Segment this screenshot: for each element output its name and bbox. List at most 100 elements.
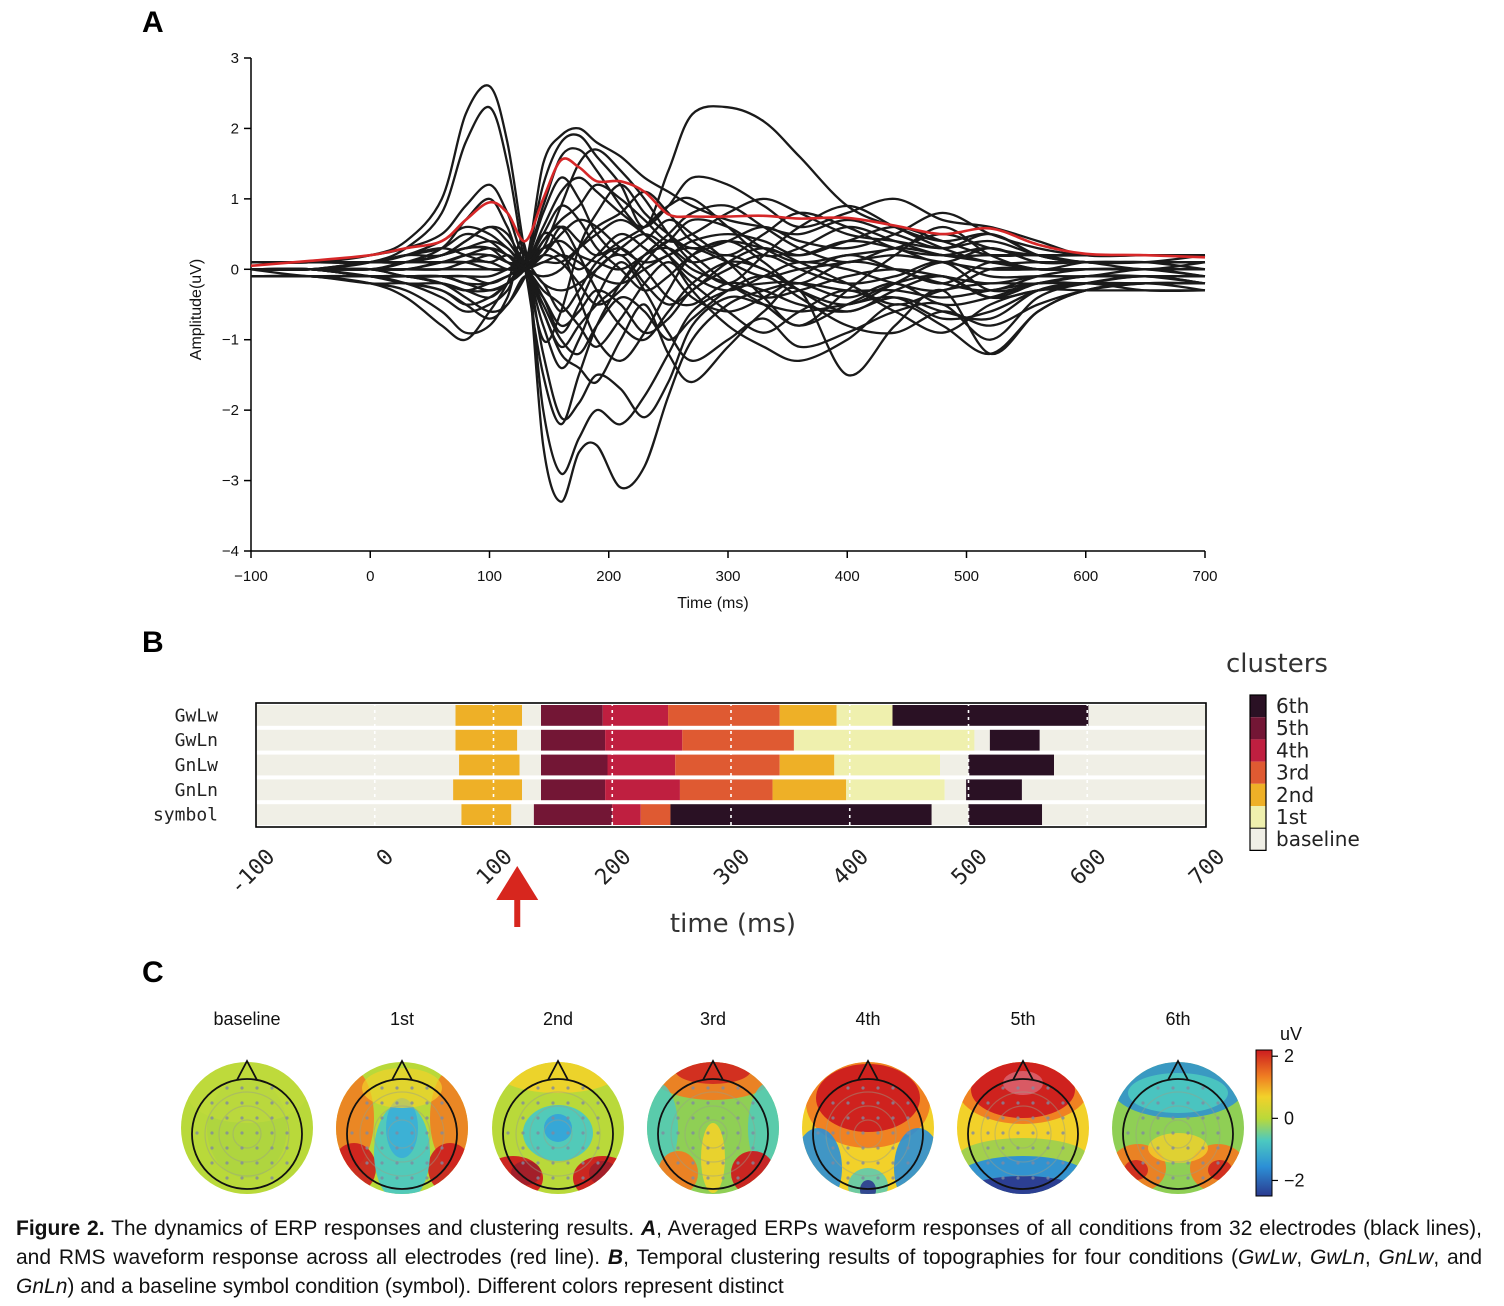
- topomap-title: 6th: [1165, 1009, 1190, 1029]
- electrode-dot: [751, 1146, 755, 1150]
- topomap-4th: 4th: [802, 1009, 934, 1194]
- electrode-dot: [846, 1101, 850, 1105]
- contour-line: [373, 1105, 431, 1163]
- x-tick-label: 200: [591, 845, 637, 891]
- electrode-dot: [225, 1131, 229, 1135]
- electrode-dot: [225, 1101, 229, 1105]
- legend-swatch-6th: [1250, 695, 1266, 718]
- cluster-segment-baseline: [511, 804, 534, 825]
- caption-text-1: The dynamics of ERP responses and cluste…: [104, 1217, 641, 1240]
- topomap-blob: [336, 1143, 376, 1193]
- cluster-segment-baseline: [256, 729, 456, 751]
- electrode-dot: [1016, 1116, 1020, 1120]
- electrode-dot: [380, 1176, 384, 1180]
- electrode-dot: [986, 1146, 990, 1150]
- contour-line: [529, 1105, 587, 1163]
- cluster-segment-6th: [989, 729, 1040, 751]
- electrode-dot: [831, 1131, 835, 1135]
- electrode-dot: [676, 1161, 680, 1165]
- electrode-dot: [1016, 1146, 1020, 1150]
- x-tick-label: 600: [1073, 568, 1098, 585]
- electrode-dot: [285, 1101, 289, 1105]
- electrode-dot: [1046, 1161, 1050, 1165]
- electrode-dot: [861, 1101, 865, 1105]
- topomap-fill: [957, 1062, 1089, 1194]
- caption-ref-b: B: [607, 1246, 624, 1269]
- electrode-dot: [1156, 1116, 1160, 1120]
- topomap-baseline: baseline: [181, 1009, 313, 1194]
- electrode-dot: [395, 1116, 399, 1120]
- electrode-dot: [661, 1131, 665, 1135]
- caption-sep-3: , and: [1433, 1246, 1483, 1269]
- x-tick-label: 100: [477, 568, 502, 585]
- electrode-dot: [876, 1146, 880, 1150]
- cluster-segment-baseline: [1021, 779, 1206, 801]
- x-tick-label: 0: [372, 845, 399, 872]
- electrode-dot: [410, 1146, 414, 1150]
- electrode-dot: [1001, 1116, 1005, 1120]
- row-label: symbol: [153, 805, 218, 826]
- electrode-dot: [876, 1161, 880, 1165]
- electrode-dot: [380, 1131, 384, 1135]
- electrode-dot: [816, 1131, 820, 1135]
- electrode-dot: [861, 1176, 865, 1180]
- x-tick-label: -100: [225, 845, 280, 900]
- electrode-dot: [1201, 1101, 1205, 1105]
- electrode-line: [251, 232, 1205, 313]
- electrode-line: [250, 105, 1205, 271]
- cluster-segment-4th: [607, 754, 676, 776]
- electrode-dot: [410, 1161, 414, 1165]
- electrode-dot: [721, 1176, 725, 1180]
- rms-line: [250, 157, 1206, 268]
- topomap-title: 3rd: [700, 1009, 726, 1029]
- electrode-dot: [350, 1131, 354, 1135]
- electrode-dot: [440, 1116, 444, 1120]
- x-tick-label: 700: [1184, 845, 1230, 891]
- electrode-dot: [891, 1176, 895, 1180]
- electrode-dot: [1001, 1176, 1005, 1180]
- cluster-segment-6th: [670, 804, 932, 825]
- electrode-dot: [891, 1131, 895, 1135]
- electrode-dot: [1031, 1176, 1035, 1180]
- electrode-dot: [551, 1161, 555, 1165]
- electrode-line: [251, 218, 1205, 293]
- cluster-segment-baseline: [522, 705, 541, 726]
- x-tick-label: 600: [1066, 845, 1112, 891]
- x-tick-label: −100: [234, 568, 268, 585]
- legend-frame: [1249, 694, 1267, 851]
- electrode-dot: [536, 1176, 540, 1180]
- head-outline: [191, 1078, 303, 1190]
- electrode-dot: [1001, 1086, 1005, 1090]
- electrode-dot: [691, 1146, 695, 1150]
- electrode-dot: [736, 1146, 740, 1150]
- electrode-dot: [395, 1176, 399, 1180]
- electrode-dot: [1141, 1146, 1145, 1150]
- electrode-dot: [876, 1176, 880, 1180]
- electrode-dot: [240, 1161, 244, 1165]
- electrode-dot: [1141, 1101, 1145, 1105]
- electrode-dot: [395, 1101, 399, 1105]
- electrode-dot: [566, 1101, 570, 1105]
- electrode-dot: [691, 1116, 695, 1120]
- electrode-dot: [365, 1101, 369, 1105]
- head-outline: [657, 1078, 769, 1190]
- electrode-dot: [1186, 1161, 1190, 1165]
- cluster-segment-baseline: [256, 804, 462, 825]
- x-tick-label: 300: [715, 568, 740, 585]
- electrode-dot: [1141, 1131, 1145, 1135]
- electrode-dot: [566, 1161, 570, 1165]
- panel-b-letter: B: [142, 626, 164, 659]
- nose-marker: [236, 1059, 258, 1081]
- electrode-dot: [846, 1146, 850, 1150]
- electrode-dot: [240, 1131, 244, 1135]
- electrode-dot: [1171, 1116, 1175, 1120]
- electrode-dot: [891, 1116, 895, 1120]
- electrode-dot: [1046, 1101, 1050, 1105]
- topomap-2nd: 2nd: [492, 1009, 624, 1194]
- electrode-dot: [270, 1116, 274, 1120]
- electrode-dot: [410, 1086, 414, 1090]
- electrode-dot: [566, 1086, 570, 1090]
- caption-ref-a: A: [640, 1217, 657, 1240]
- electrode-dot: [706, 1116, 710, 1120]
- nose-marker: [547, 1059, 569, 1081]
